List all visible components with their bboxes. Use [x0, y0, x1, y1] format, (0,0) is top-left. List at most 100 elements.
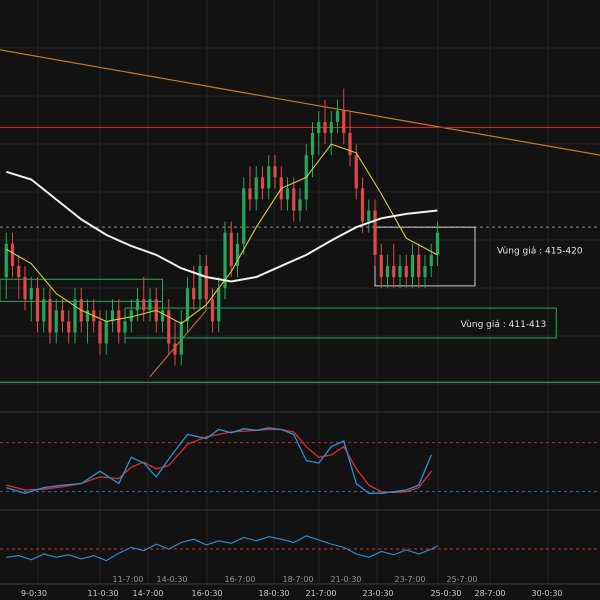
candle-body	[10, 243, 15, 266]
price-panel[interactable]: Vùng giá : 415-420 Vùng giá : 411-413	[0, 49, 600, 383]
candle-body	[223, 232, 227, 289]
candle-body	[392, 265, 396, 278]
time-label: 11-0:30	[87, 589, 118, 598]
candle-body	[179, 321, 183, 355]
candle-body	[67, 321, 71, 333]
time-label: 28-7:00	[474, 589, 505, 598]
candle-body	[379, 254, 383, 278]
candle-body	[323, 121, 327, 133]
candle-body	[185, 288, 190, 322]
candle-body	[60, 310, 65, 322]
time-label-minor: 23-7:00	[394, 575, 425, 584]
candle-body	[410, 254, 415, 278]
time-label: 25-0:30	[430, 589, 461, 598]
time-label: 21-7:00	[305, 589, 336, 598]
candle-body	[342, 110, 346, 133]
price-overlay-lines	[0, 49, 600, 383]
candle-body	[204, 265, 208, 300]
candle-body	[254, 177, 258, 200]
candle-body	[298, 199, 302, 211]
stochastic-d-line	[6, 428, 432, 494]
candle-body	[273, 166, 277, 178]
zone-label-415-420: Vùng giá : 415-420	[497, 247, 583, 257]
candle-body	[329, 121, 333, 133]
candle-body	[148, 299, 152, 311]
candle-body	[285, 188, 290, 200]
time-label-minor: 25-7:00	[446, 575, 477, 584]
moving-average-white	[6, 170, 438, 283]
candle-body	[42, 299, 46, 322]
candle-body	[235, 243, 240, 266]
time-label-minor: 21-0:30	[330, 575, 361, 584]
candle-body	[29, 288, 33, 300]
candle-body	[354, 155, 358, 189]
candle-body	[348, 132, 352, 156]
candle-body	[417, 254, 421, 278]
candlestick-series	[4, 88, 440, 366]
candle-body	[48, 299, 52, 333]
price-annotations: Vùng giá : 415-420 Vùng giá : 411-413	[461, 247, 583, 330]
candle-body	[210, 299, 215, 322]
time-label-minor: 14-0:30	[156, 575, 187, 584]
zone-label-411-413: Vùng giá : 411-413	[461, 320, 547, 330]
candle-body	[123, 321, 127, 333]
time-label: 18-0:30	[258, 589, 289, 598]
candle-body	[192, 288, 196, 300]
time-label: 23-0:30	[362, 589, 393, 598]
candle-body	[429, 254, 433, 266]
candle-body	[310, 132, 315, 156]
time-label-minor: 11-7:00	[112, 575, 143, 584]
candle-body	[267, 166, 271, 189]
candle-body	[385, 265, 390, 278]
candle-body	[335, 110, 340, 122]
candle-body	[198, 265, 202, 300]
candle-body	[248, 188, 252, 200]
candle-body	[229, 232, 233, 266]
candle-body	[167, 310, 171, 344]
time-label: 14-7:00	[132, 589, 163, 598]
candle-body	[85, 310, 90, 322]
candle-body	[423, 265, 427, 278]
time-label-minor: 18-7:00	[282, 575, 313, 584]
candle-body	[217, 288, 221, 322]
candle-body	[373, 210, 377, 255]
time-label-minor: 16-7:00	[224, 575, 255, 584]
candle-body	[242, 188, 246, 244]
time-label: 30-0:30	[531, 589, 562, 598]
candle-body	[35, 288, 40, 322]
candle-body	[360, 188, 365, 222]
candle-body	[404, 265, 408, 278]
candle-body	[260, 177, 265, 189]
candle-body	[173, 343, 177, 355]
ascending-trendline	[149, 309, 207, 378]
time-axis: 9-0:30 11-0:30 14-7:00 16-0:30 18-0:30 21-7:0…	[21, 575, 562, 598]
candle-body	[23, 277, 27, 300]
stochastic-panel[interactable]	[0, 427, 600, 494]
candle-body	[17, 265, 21, 278]
moving-averages	[6, 143, 438, 325]
moving-average-yellow	[6, 143, 438, 325]
candle-body	[129, 310, 133, 322]
descending-trendline	[0, 49, 600, 156]
candle-body	[292, 188, 296, 211]
time-label: 9-0:30	[21, 589, 47, 598]
time-label: 16-0:30	[191, 589, 222, 598]
candle-body	[435, 232, 440, 255]
rsi-panel[interactable]	[0, 535, 600, 562]
candle-body	[104, 321, 108, 344]
candle-body	[398, 265, 402, 278]
candle-body	[142, 299, 146, 311]
rsi-line	[6, 535, 438, 562]
candle-body	[4, 243, 8, 278]
candle-body	[54, 310, 58, 333]
candle-body	[367, 210, 371, 222]
candle-body	[73, 299, 77, 333]
candle-body	[160, 310, 165, 322]
candle-body	[117, 310, 121, 333]
candle-body	[135, 299, 140, 311]
candle-body	[98, 321, 102, 344]
candle-body	[317, 121, 321, 133]
candle-body	[110, 310, 115, 322]
stochastic-k-line	[6, 427, 432, 494]
